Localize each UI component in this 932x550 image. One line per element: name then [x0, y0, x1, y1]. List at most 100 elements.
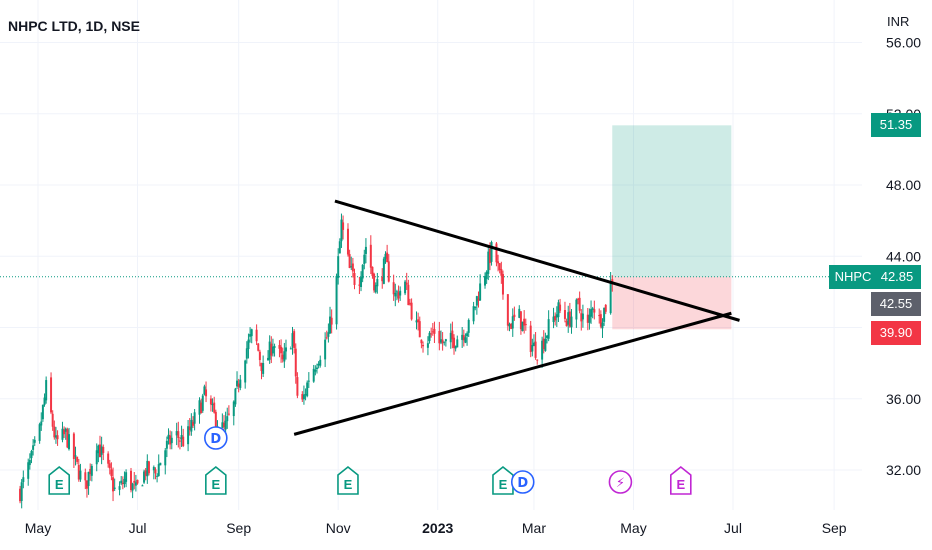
candle-body	[211, 404, 214, 406]
candle-body	[590, 309, 593, 317]
candle-body	[453, 337, 456, 348]
candle-body	[337, 256, 340, 278]
candle-body	[531, 345, 534, 352]
candle-body	[41, 404, 44, 420]
candle-body	[112, 477, 115, 492]
candle-body	[98, 444, 101, 458]
candle-body	[397, 292, 400, 299]
earnings-letter: E	[499, 477, 508, 492]
earnings-badge	[205, 465, 227, 495]
candle-body	[262, 363, 265, 374]
candle-body	[394, 292, 397, 297]
candle-body	[129, 470, 132, 491]
candle-body	[291, 333, 294, 347]
symbol-label: NHPC	[834, 269, 872, 284]
candle-body	[56, 435, 59, 440]
candle-body	[301, 394, 304, 400]
candle-body	[444, 339, 447, 342]
candle-body	[456, 339, 459, 348]
candle-body	[351, 263, 354, 272]
y-tick-label: 56.00	[886, 35, 921, 51]
candle-body	[353, 273, 356, 285]
y-tick-label: 44.00	[886, 248, 921, 264]
candle-body	[523, 318, 526, 326]
x-tick-label: 2023	[422, 520, 453, 536]
candle-body	[314, 369, 317, 372]
last-price-tag: NHPC 42.85	[829, 265, 921, 289]
candle-body	[405, 282, 408, 285]
candle-body	[501, 274, 504, 295]
candle-body	[552, 316, 555, 323]
candle-body	[89, 468, 92, 475]
candle-body	[40, 421, 43, 426]
candle-body	[369, 244, 372, 268]
target-zone	[612, 125, 732, 277]
candle-body	[141, 485, 144, 487]
candle-body	[407, 284, 410, 306]
candle-body	[165, 440, 168, 449]
candle-body	[302, 394, 305, 400]
candle-body	[554, 315, 557, 321]
candle-body	[95, 450, 98, 465]
candle-body	[358, 284, 361, 286]
candle-body	[123, 478, 126, 485]
candle-body	[417, 319, 420, 323]
dividend-letter: D	[517, 476, 528, 491]
candle-body	[87, 471, 90, 487]
candle-body	[563, 310, 566, 319]
candle-body	[532, 342, 535, 347]
candle-body	[488, 249, 491, 264]
candle-body	[250, 329, 253, 337]
candle-body	[28, 460, 31, 466]
candle-body	[570, 316, 573, 328]
candle-body	[167, 434, 170, 439]
y-tick-label: 32.00	[886, 462, 921, 478]
candle-body	[439, 339, 442, 343]
candle-body	[348, 254, 351, 268]
candle-body	[121, 482, 124, 485]
candle-body	[283, 351, 286, 362]
candle-body	[304, 394, 307, 396]
candle-body	[147, 461, 150, 474]
candle-body	[335, 275, 338, 325]
candle-body	[422, 344, 425, 347]
candle-body	[315, 367, 318, 370]
candle-body	[475, 296, 478, 306]
candle-body	[110, 469, 113, 477]
candle-body	[270, 343, 273, 356]
candle-body	[451, 330, 454, 340]
candle-body	[280, 346, 283, 354]
candle-body	[224, 420, 227, 430]
candle-body	[461, 334, 464, 340]
candle-body	[462, 335, 465, 341]
candle-body	[267, 357, 270, 361]
candle-body	[97, 445, 100, 454]
candle-body	[506, 294, 509, 326]
candle-body	[53, 426, 56, 438]
earnings-badge	[337, 465, 359, 495]
candle-body	[557, 302, 560, 318]
candle-body	[125, 472, 128, 482]
candle-body	[588, 314, 591, 323]
candle-body	[27, 462, 30, 479]
candle-body	[169, 435, 172, 445]
split-letter: ⚡	[616, 476, 625, 491]
candle-body	[209, 398, 212, 405]
candle-body	[431, 331, 434, 333]
candle-body	[487, 251, 490, 274]
earnings-letter: E	[344, 477, 353, 492]
candle-body	[374, 285, 377, 293]
candle-body	[485, 271, 488, 279]
candle-body	[134, 482, 137, 486]
candle-body	[205, 389, 208, 397]
candle-body	[443, 341, 446, 343]
x-tick-label: May	[620, 520, 646, 536]
candle-body	[430, 333, 433, 335]
candle-body	[32, 445, 35, 450]
candle-body	[154, 469, 157, 474]
y-tick-label: 36.00	[886, 391, 921, 407]
candle-body	[268, 341, 271, 360]
x-tick-label: Mar	[522, 520, 546, 536]
candle-body	[360, 277, 363, 287]
